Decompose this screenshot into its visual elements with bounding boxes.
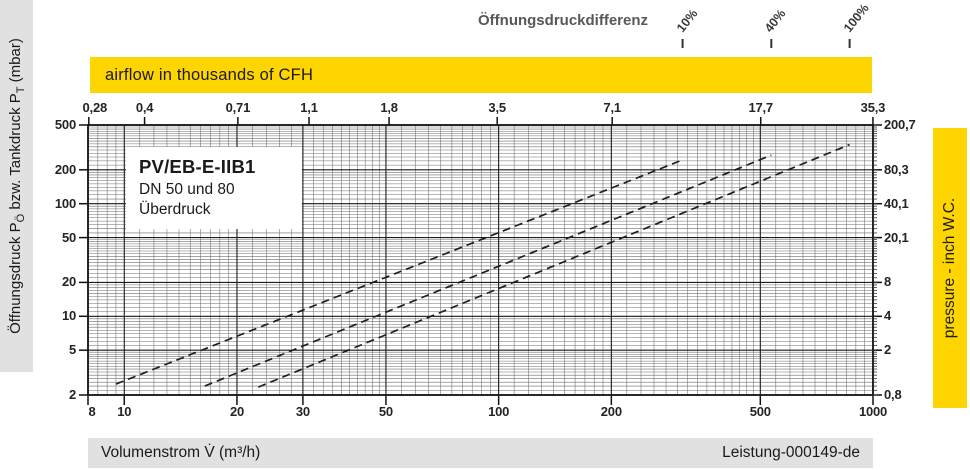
secondary-x-axis-band: airflow in thousands of CFH [90, 57, 872, 93]
cfh-tick-label: 7,1 [603, 100, 621, 115]
plot-border [87, 124, 874, 396]
curve-10% [115, 159, 683, 385]
cfh-tick-label: 1,8 [380, 100, 398, 115]
x-tick-label: 1000 [858, 404, 888, 419]
x-tick-label: 200 [600, 404, 622, 419]
secondary-x-axis-title: airflow in thousands of CFH [105, 65, 314, 84]
x-tick-label: 20 [229, 404, 244, 419]
y-tick-label: 500 [54, 117, 76, 132]
x-axis-band: Volumenstrom V̇ (m³/h) Leistung-000149-d… [88, 438, 873, 468]
right-tick-label: 40,1 [884, 195, 909, 211]
x-tick-label: 50 [378, 404, 393, 419]
curve-40% [204, 154, 772, 387]
cfh-tick-label: 35,3 [860, 100, 886, 115]
cfh-tick-label: 0,28 [82, 100, 108, 115]
secondary-y-axis-band: pressure - inch W.C. [933, 128, 967, 408]
legend-box: PV/EB-E-IIB1 DN 50 und 80 Überdruck [126, 147, 302, 229]
x-tick-label: 30 [295, 404, 310, 419]
right-tick-label: 0,8 [884, 387, 902, 402]
right-tick-label: 2 [884, 342, 892, 358]
series-group-label: Öffnungsdruckdifferenz [478, 12, 649, 29]
x-tick-label: 100 [488, 404, 510, 419]
right-tick-label: 8 [884, 274, 892, 290]
cfh-tick-label: 17,7 [748, 100, 773, 115]
y-tick-label: 100 [54, 195, 76, 211]
y-axis-title: Öffnungsdruck PÖ bzw. Tankdruck PT (mbar… [6, 38, 27, 334]
y-tick-label: 5 [68, 342, 76, 358]
x-tick-label: 500 [749, 404, 771, 419]
y-tick-label: 50 [61, 229, 76, 245]
cfh-tick-label: 0,4 [135, 100, 154, 115]
cfh-tick-label: 3,5 [488, 100, 506, 115]
cfh-tick-label: 1,1 [300, 100, 318, 115]
y-tick-label: 200 [54, 161, 76, 177]
document-id: Leistung-000149-de [722, 444, 860, 461]
x-tick-label: 8 [88, 404, 96, 419]
cfh-tick-label: 0,71 [225, 100, 251, 115]
x-tick-label: 10 [117, 404, 132, 419]
y-tick-label: 2 [68, 387, 76, 402]
y-axis-unit-band: Öffnungsdruck PÖ bzw. Tankdruck PT (mbar… [0, 0, 33, 372]
model-name: PV/EB-E-IIB1 [139, 156, 256, 177]
model-mode: Überdruck [139, 201, 211, 218]
x-axis-title: Volumenstrom V̇ (m³/h) [101, 444, 261, 461]
curve-100% [257, 143, 850, 388]
y-tick-label: 20 [61, 274, 76, 290]
right-tick-label: 20,1 [884, 229, 909, 245]
right-tick-label: 4 [884, 308, 892, 324]
right-tick-label: 80,3 [884, 161, 909, 177]
right-tick-label: 200,7 [884, 117, 916, 132]
y-tick-label: 10 [61, 308, 76, 324]
model-size: DN 50 und 80 [139, 181, 235, 198]
